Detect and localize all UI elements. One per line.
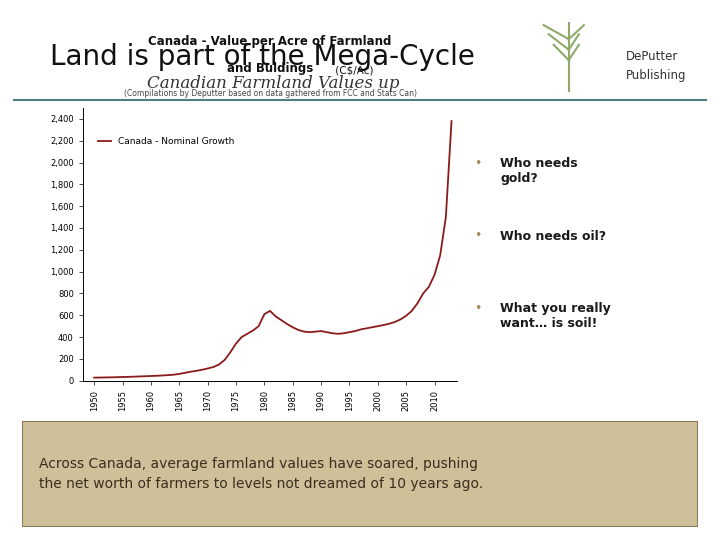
Text: (Compilations by Deputter based on data gathered from FCC and Stats Can): (Compilations by Deputter based on data … [124, 90, 416, 98]
Text: (C$/Ac): (C$/Ac) [332, 65, 373, 75]
Text: Land is part of the Mega-Cycle: Land is part of the Mega-Cycle [50, 43, 475, 71]
Text: •: • [474, 230, 482, 242]
Text: Canadian Farmland Values up: Canadian Farmland Values up [148, 75, 400, 92]
Text: Who needs
gold?: Who needs gold? [500, 157, 577, 185]
Text: Publishing: Publishing [626, 69, 686, 82]
Text: Canada - Value per Acre of Farmland: Canada - Value per Acre of Farmland [148, 35, 392, 48]
Text: •: • [474, 157, 482, 170]
Text: Across Canada, average farmland values have soared, pushing
the net worth of far: Across Canada, average farmland values h… [39, 457, 482, 491]
Text: What you really
want… is soil!: What you really want… is soil! [500, 302, 611, 330]
Legend: Canada - Nominal Growth: Canada - Nominal Growth [95, 134, 238, 149]
Text: •: • [474, 302, 482, 315]
Text: and Buldings: and Buldings [227, 62, 313, 75]
Text: Who needs oil?: Who needs oil? [500, 230, 606, 242]
Text: DePutter: DePutter [626, 50, 678, 63]
